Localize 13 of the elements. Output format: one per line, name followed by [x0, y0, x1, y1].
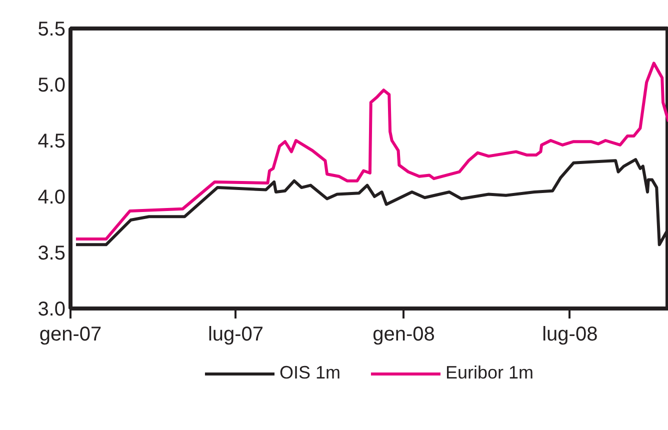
- y-tick-label: 5.5: [38, 18, 66, 40]
- line-series: [74, 62, 668, 241]
- y-tick-label: 3.5: [38, 242, 66, 264]
- y-tick-label: 4.5: [38, 130, 66, 152]
- x-tick-label: gen-08: [372, 324, 435, 346]
- x-tick-label: lug-07: [208, 324, 264, 346]
- y-tick-label: 4.0: [38, 186, 66, 208]
- legend-label: Euribor 1m: [445, 362, 534, 384]
- legend-label: OIS 1m: [279, 362, 340, 384]
- x-tick-label: gen-07: [39, 324, 102, 346]
- y-tick-label: 5.0: [38, 74, 66, 96]
- x-tick-label: lug-08: [542, 324, 598, 346]
- y-tick-label: 3.0: [38, 298, 66, 320]
